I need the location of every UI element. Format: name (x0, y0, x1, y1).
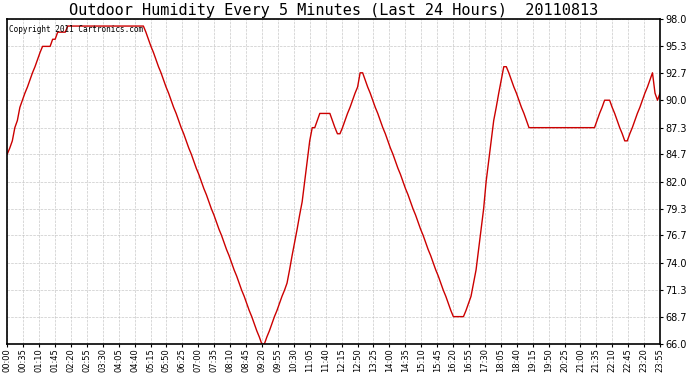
Title: Outdoor Humidity Every 5 Minutes (Last 24 Hours)  20110813: Outdoor Humidity Every 5 Minutes (Last 2… (69, 3, 598, 18)
Text: Copyright 2011 Cartronics.com: Copyright 2011 Cartronics.com (8, 26, 143, 34)
